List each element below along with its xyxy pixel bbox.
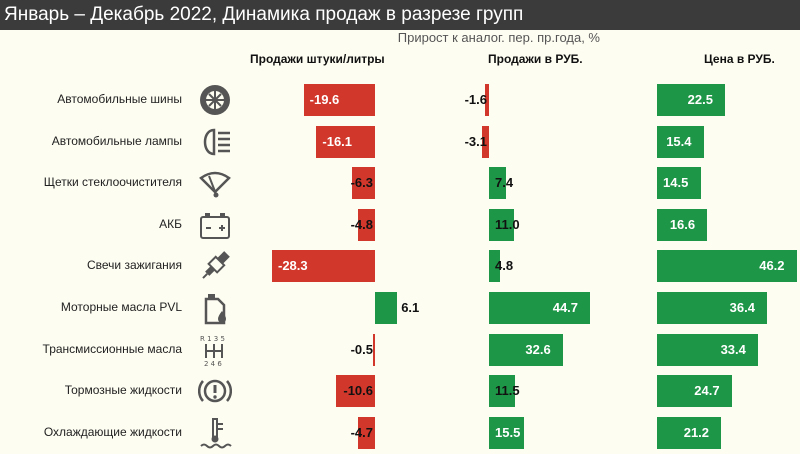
data-label: 32.6 [525, 341, 551, 357]
data-label: 14.5 [663, 175, 689, 191]
bar-positive [657, 167, 701, 200]
bar-negative [481, 125, 489, 158]
bar-positive [375, 292, 398, 324]
bar-positive [489, 375, 515, 408]
data-label: 24.7 [694, 383, 720, 399]
data-label: -6.3 [350, 175, 373, 191]
data-label: 6.1 [401, 300, 420, 315]
bar-positive [657, 125, 704, 158]
gearbox-icon: R 1 3 5 2 4 6 [198, 333, 232, 368]
bar-positive [657, 416, 722, 449]
svg-text:R 1 3 5: R 1 3 5 [200, 335, 225, 343]
bar-positive [657, 292, 767, 324]
bar-negative [316, 125, 375, 158]
bar-positive [657, 208, 708, 241]
data-label: -10.6 [343, 383, 373, 399]
data-label: -16.1 [322, 133, 353, 149]
category-label: АКБ [159, 216, 182, 231]
bar-positive [489, 292, 591, 324]
brake-warning-icon [198, 374, 232, 408]
tire-icon [198, 83, 232, 117]
data-label: 33.4 [720, 341, 746, 357]
data-label: -19.6 [309, 92, 340, 107]
data-label: 11.0 [495, 216, 520, 232]
data-label: 4.8 [495, 258, 514, 274]
bar-positive [657, 84, 725, 116]
category-label: Автомобильные шины [57, 92, 182, 106]
data-label: -28.3 [277, 258, 308, 274]
data-label: -1.6 [464, 92, 487, 107]
headlight-icon [198, 125, 232, 159]
category-label: Моторные масла PVL [60, 300, 182, 314]
bar-negative [373, 333, 375, 366]
bar-positive [489, 167, 506, 200]
bar-positive [489, 333, 563, 366]
bar-positive [489, 250, 500, 283]
data-label: -4.8 [350, 216, 373, 232]
data-label: 7.4 [495, 175, 514, 191]
bar-positive [657, 250, 797, 283]
bar-positive [489, 416, 525, 449]
bar-positive [657, 333, 758, 366]
data-label: -0.5 [350, 341, 373, 357]
bar-negative [352, 167, 375, 200]
data-label: 11.5 [495, 383, 520, 399]
data-label: -4.7 [350, 424, 373, 440]
battery-icon [198, 208, 232, 242]
category-label: Тормозные жидкости [64, 383, 182, 398]
bar-negative [357, 416, 375, 449]
data-label: 15.5 [495, 424, 521, 440]
category-label: Охлаждающие жидкости [43, 424, 182, 439]
bar-negative [303, 84, 375, 116]
data-label: 15.4 [666, 133, 692, 149]
chart-title: Январь – Декабрь 2022, Динамика продаж в… [0, 0, 800, 30]
category-label: Трансмиссионные масла [42, 341, 182, 356]
bar-negative [485, 84, 489, 116]
data-label: 44.7 [552, 300, 579, 315]
chart-subtitle: Прирост к аналог. пер. пр.года, % [397, 30, 600, 45]
oil-canister-icon [198, 291, 232, 325]
bar-positive [657, 375, 732, 408]
category-label: Автомобильные лампы [51, 133, 182, 148]
bar-negative [357, 208, 375, 241]
column-header-sales-rub: Продажи в РУБ. [488, 52, 583, 66]
data-label: -3.1 [464, 133, 487, 149]
spark-plug-icon [198, 249, 232, 283]
data-label: 36.4 [729, 300, 755, 315]
bar-positive [489, 208, 514, 241]
data-label: 21.2 [683, 424, 710, 440]
category-label: Свечи зажигания [87, 258, 182, 273]
data-label: 16.6 [669, 216, 696, 232]
coolant-icon [198, 416, 232, 450]
bar-negative [336, 375, 375, 408]
column-header-units: Продажи штуки/литры [250, 52, 385, 66]
svg-text:2 4 6: 2 4 6 [204, 360, 222, 367]
category-label: Щетки стеклоочистителя [43, 175, 182, 190]
data-label: 22.5 [687, 92, 713, 107]
column-header-price-rub: Цена в РУБ. [704, 52, 775, 66]
data-label: 46.2 [759, 258, 785, 274]
bar-negative [271, 250, 375, 283]
wiper-icon [198, 166, 232, 200]
